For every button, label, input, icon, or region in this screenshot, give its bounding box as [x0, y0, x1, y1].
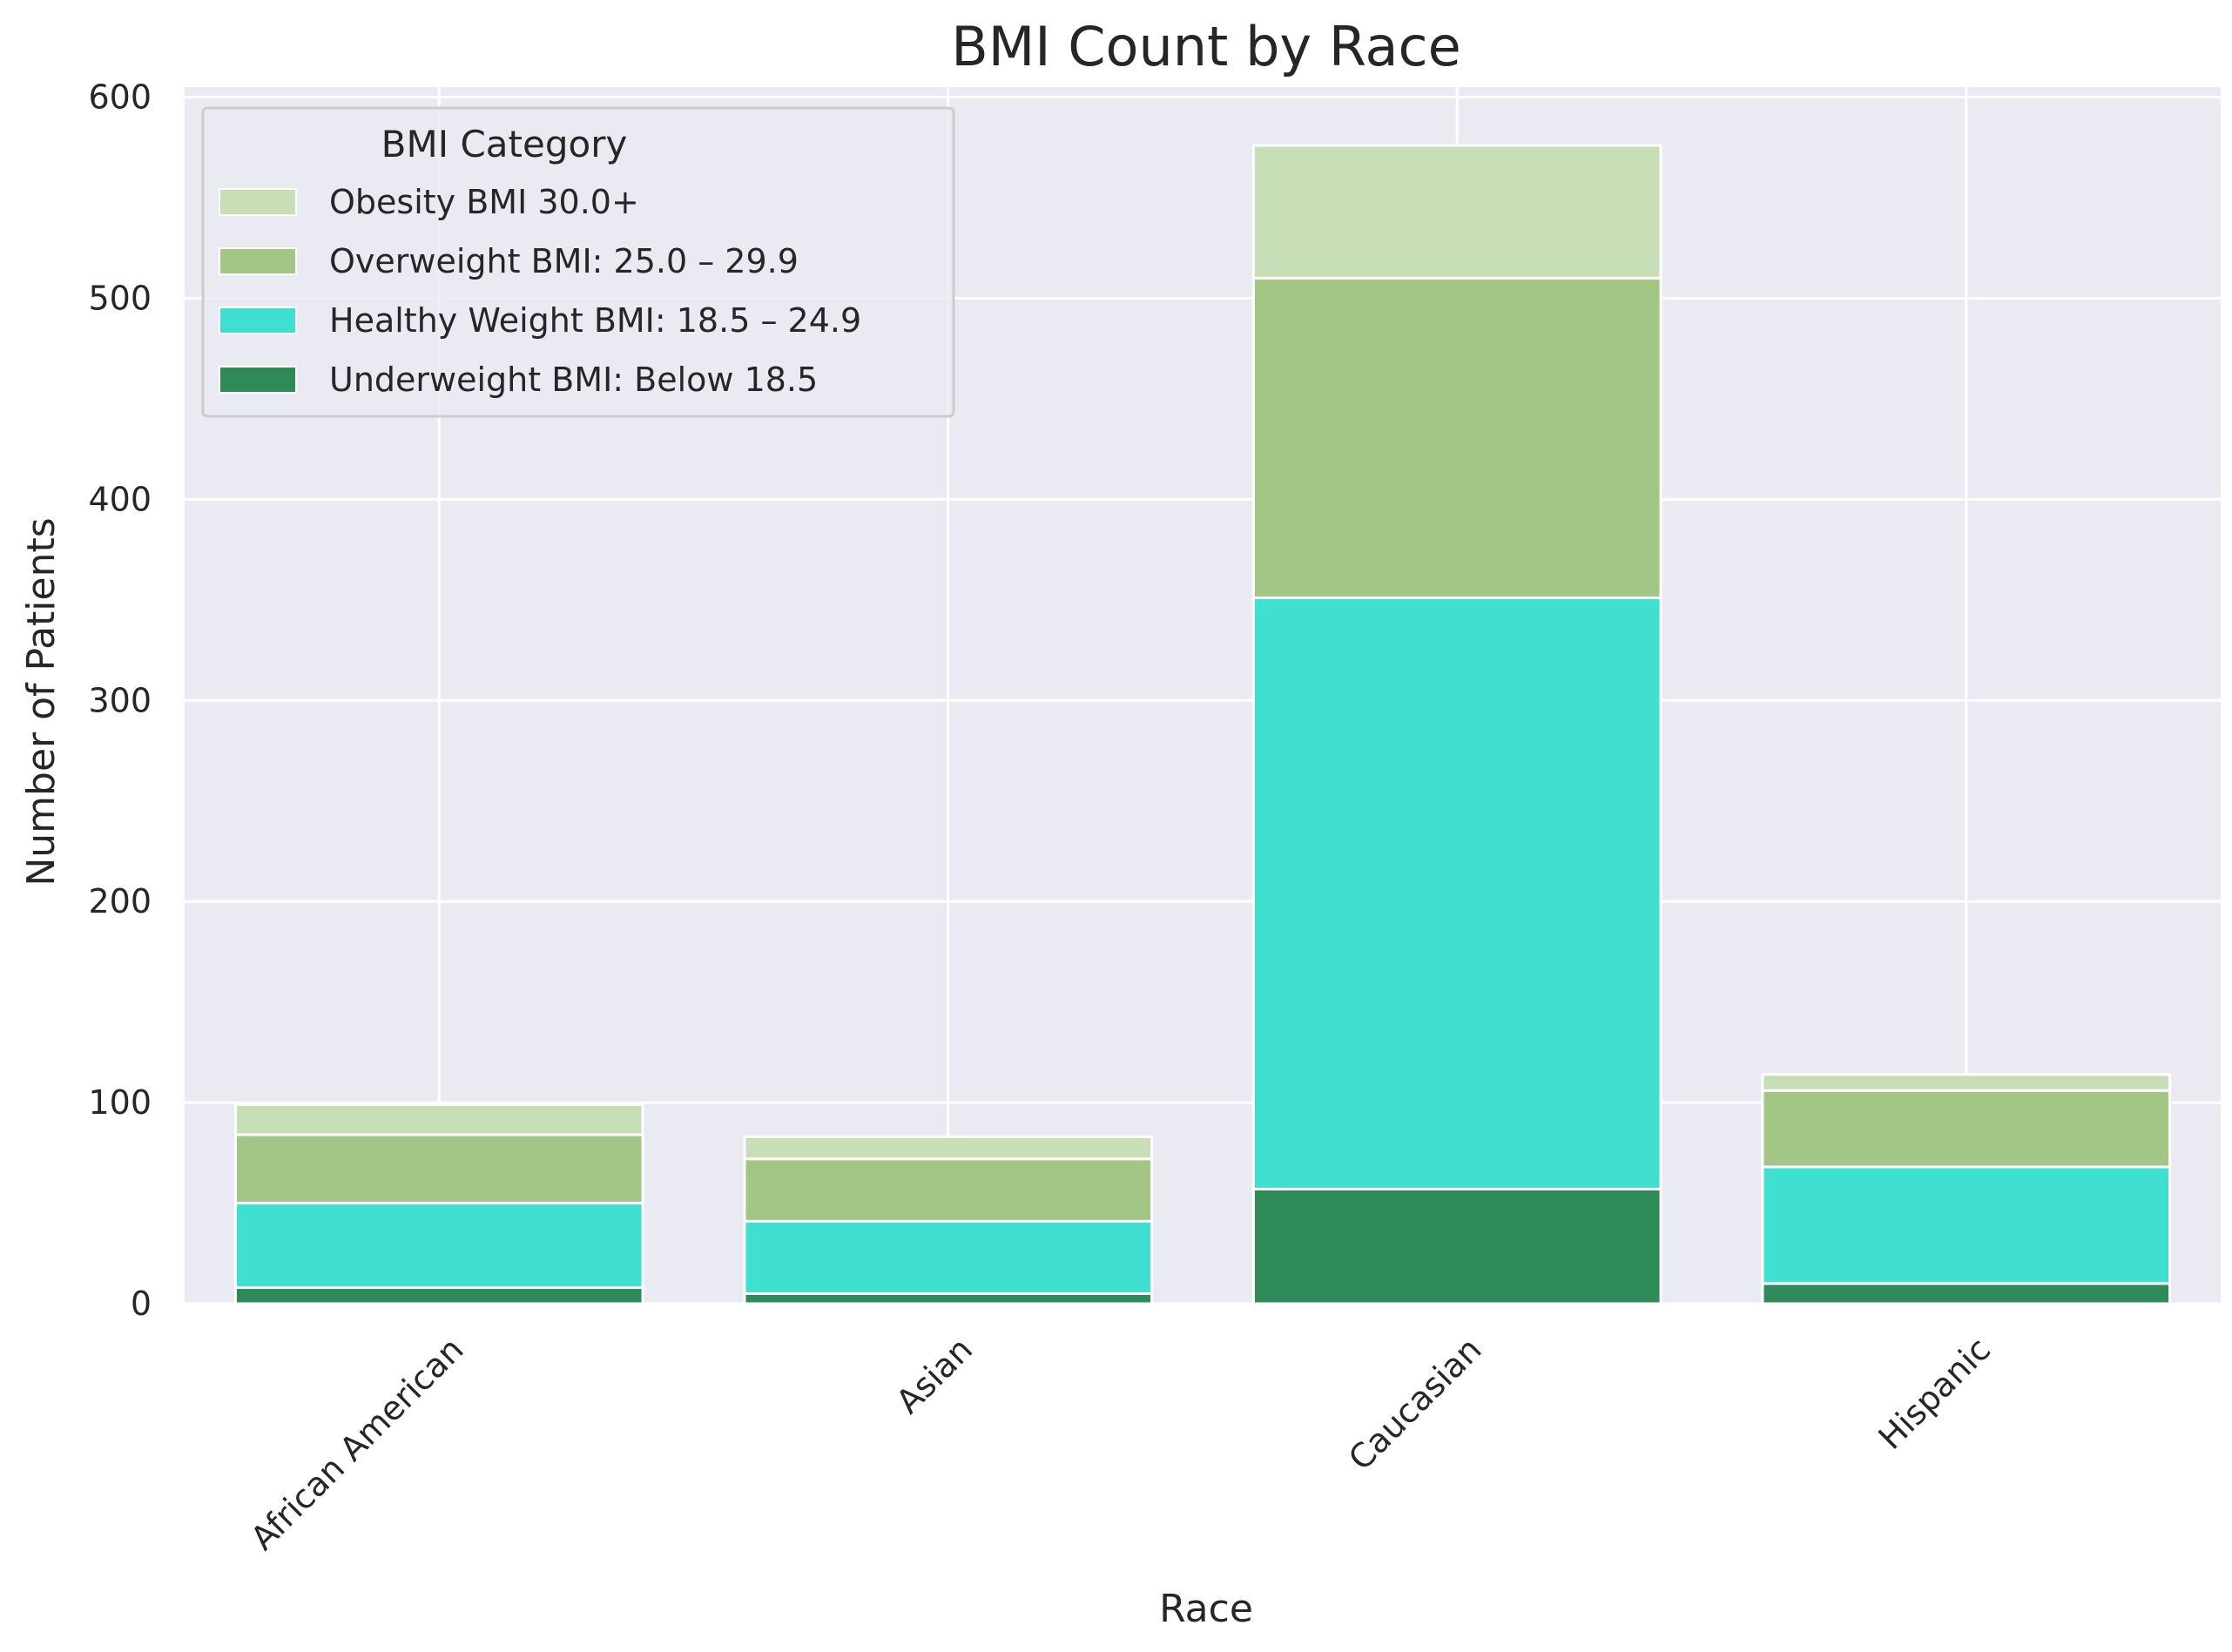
bars: [233, 144, 2172, 1305]
bar-segment: [1251, 276, 1662, 600]
legend-label: Healthy Weight BMI: 18.5 – 24.9: [329, 301, 861, 340]
legend: BMI Category Obesity BMI 30.0+ Overweight…: [201, 106, 955, 418]
legend-label: Overweight BMI: 25.0 – 29.9: [329, 242, 799, 280]
legend-box: [201, 106, 955, 418]
y-tick-label: 100: [88, 1083, 152, 1122]
bar-segment: [1761, 1073, 2172, 1092]
bar-segment: [233, 1133, 644, 1205]
y-tick-label: 400: [88, 480, 152, 518]
bar-segment: [1761, 1282, 2172, 1305]
legend-swatch: [219, 366, 297, 394]
y-ticks: 0 100 200 300 400 500 600: [88, 78, 152, 1323]
chart-title: BMI Count by Race: [951, 15, 1461, 78]
legend-swatch: [219, 307, 297, 334]
x-ticks: African American Asian Caucasian Hispanic: [243, 1330, 1998, 1557]
legend-swatch: [219, 188, 297, 216]
legend-swatch: [219, 247, 297, 275]
bar-segment: [233, 1286, 644, 1305]
bar-segment: [233, 1202, 644, 1290]
x-tick-label: Hispanic: [1871, 1330, 1999, 1457]
y-tick-label: 500: [88, 279, 152, 317]
y-axis-label: Number of Patients: [19, 517, 64, 886]
bar-segment: [1251, 144, 1662, 280]
x-axis-label: Race: [1159, 1587, 1253, 1631]
bar-segment: [1761, 1165, 2172, 1285]
bar-segment: [743, 1135, 1154, 1161]
y-tick-label: 300: [88, 681, 152, 719]
y-tick-label: 600: [88, 78, 152, 117]
x-tick-label: African American: [243, 1330, 470, 1557]
bar-segment: [743, 1157, 1154, 1223]
x-tick-label: Caucasian: [1341, 1330, 1489, 1478]
legend-label: Obesity BMI 30.0+: [329, 183, 639, 221]
bar-segment: [233, 1102, 644, 1136]
legend-label: Underweight BMI: Below 18.5: [329, 361, 818, 399]
bar-segment: [1251, 597, 1662, 1190]
bar-segment: [1761, 1089, 2172, 1169]
y-tick-label: 200: [88, 882, 152, 920]
bar-segment: [743, 1291, 1154, 1305]
x-tick-label: Asian: [889, 1330, 980, 1420]
legend-title: BMI Category: [381, 123, 628, 165]
y-tick-label: 0: [131, 1285, 152, 1323]
bar-segment: [1251, 1187, 1662, 1305]
bar-segment: [743, 1219, 1154, 1295]
